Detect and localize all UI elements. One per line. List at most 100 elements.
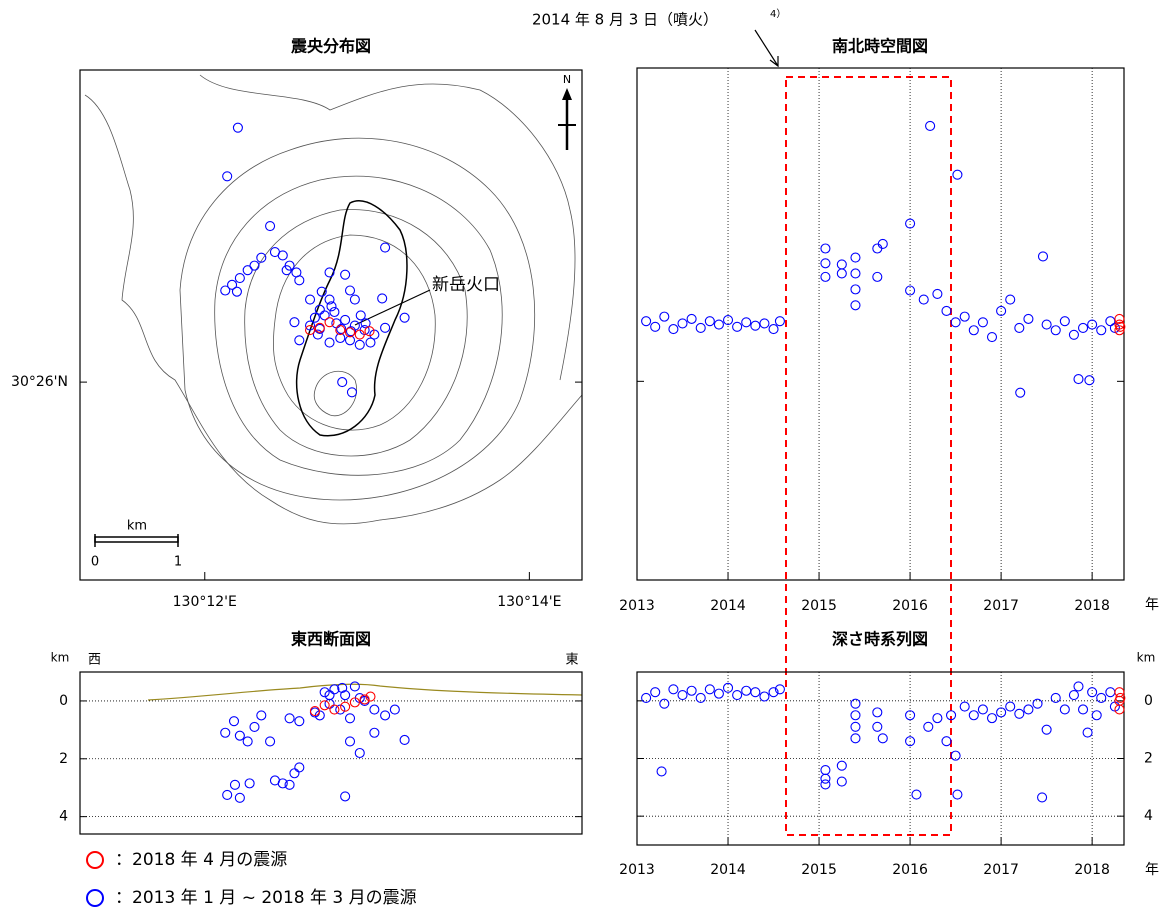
y-tick-label: 2 [1144,751,1153,767]
hypocenter [768,687,779,698]
hypocenter [354,747,365,759]
scale-label: km [127,519,147,534]
map-contours [84,74,583,525]
hypocenter [294,335,305,346]
hypocenter [713,319,724,330]
legend-label: ：2018 年 4 月の震源 [115,850,287,870]
hypocenter [759,318,770,329]
hypocenter [641,692,652,704]
hypocenter [986,713,998,724]
hypocenter [340,701,351,712]
hypocenter [234,273,245,284]
hypocenter [836,259,847,270]
hypocenter [364,326,375,337]
hypocenter [399,312,410,323]
y-axis-label: km [51,651,70,665]
hypocenter [686,685,697,696]
hypocenter [344,327,356,338]
hypocenter [346,387,358,398]
hypocenter [324,337,335,348]
hypocenter [732,690,743,701]
hypocenter [249,260,260,271]
north-arrowhead [562,88,572,100]
hypocenter [968,710,979,721]
hypocenter [281,265,292,276]
hypocenter [244,778,255,789]
hypocenter [820,764,831,776]
y-tick-label: 2 [59,751,68,767]
hypocenter [774,316,785,327]
hypocenter [1050,692,1061,704]
hypocenter [820,271,831,282]
chart-title: 東西断面図 [291,630,371,649]
chart-title: 震央分布図 [290,37,371,56]
hypocenter [1037,251,1049,262]
hypocenter [650,687,661,698]
hypocenter [850,698,861,709]
hypocenter [820,773,831,784]
hypocenter [750,320,761,331]
hypocenter [340,269,351,280]
hypocenter [759,691,770,702]
x-tick-label: 2018 [1074,598,1110,614]
hypocenter [1082,727,1093,738]
hypocenter [836,268,847,279]
hypocenter [836,760,847,771]
hypocenter [329,306,340,318]
hypocenter [1023,704,1034,715]
plot-frame [636,671,1125,846]
hypocenter [336,323,347,335]
hypocenter [289,317,300,328]
hypocenter [905,218,916,229]
scale-tick-label: 1 [174,555,182,570]
hypocenter [774,684,785,695]
hypocenter [220,727,231,738]
crater-leader [354,289,431,326]
hypocenter [326,301,337,312]
hypocenter [704,316,715,327]
hypocenter [294,716,305,727]
plot-frame [79,69,583,581]
hypocenter [750,687,761,698]
x-tick-label: 2016 [892,862,928,878]
hypocenter [1077,322,1089,334]
y-axis-label: km [1137,651,1156,665]
hypocenter [850,710,861,721]
hypocenter [294,275,305,286]
hypocenter [1087,319,1098,330]
annotation-ref: 4） [770,8,786,20]
hypocenter [1015,387,1026,398]
hypocenter [952,789,963,800]
x-tick-label: 2013 [619,862,655,878]
hypocenter [872,243,883,254]
hypocenter [1005,701,1016,712]
hypocenter [1050,325,1061,336]
y-tick-label: 30°26'N [11,374,68,390]
hypocenter [959,701,970,712]
hypocenter [820,258,831,269]
hypocenter [850,284,861,295]
hypocenter [659,698,670,709]
hypocenter [1091,710,1102,721]
hypocenter [344,736,356,747]
hypocenter [314,322,325,333]
chart-title: 深さ時系列図 [832,630,928,649]
hypocenter [977,704,988,715]
hypocenter [231,286,242,297]
hypocenter [768,324,779,335]
hypocenter [820,243,831,254]
hypocenter [1032,698,1043,709]
hypocenter [324,690,335,701]
hypocenter [1014,708,1025,719]
hypocenter [850,252,861,263]
hypocenter [1073,374,1084,385]
annotation: 2014 年 8 月 3 日（噴火） [532,11,718,29]
hypocenter [1105,687,1116,698]
hypocenter [389,704,400,715]
x-tick-label: 2016 [892,598,928,614]
hypocenter [1059,704,1070,715]
hypocenter [722,682,734,693]
eruption-period-box [785,76,952,836]
hypocenter [668,324,679,335]
hypocenter [1096,325,1107,336]
